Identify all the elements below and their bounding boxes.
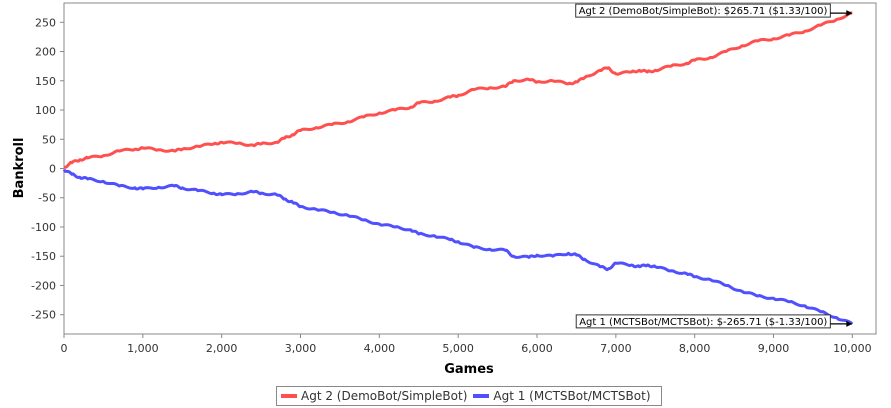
annotation-text: Agt 2 (DemoBot/SimpleBot): $265.71 ($1.3… <box>579 6 828 17</box>
legend-item-agt1: Agt 1 (MCTSBot/MCTSBot) <box>473 389 651 403</box>
annotation-box <box>575 314 831 329</box>
series-layer <box>62 11 854 326</box>
legend-label-agt1: Agt 1 (MCTSBot/MCTSBot) <box>493 389 651 403</box>
x-tick-label: 6,000 <box>521 342 553 355</box>
y-tick-label: -150 <box>31 250 56 263</box>
x-tick-label: 1,000 <box>127 342 159 355</box>
x-axis-title: Games <box>444 362 494 377</box>
annotation-agt2: Agt 2 (DemoBot/SimpleBot): $265.71 ($1.3… <box>575 3 853 18</box>
x-tick-label: 5,000 <box>442 342 474 355</box>
y-tick-label: 150 <box>35 75 56 88</box>
x-axis: 0 1,000 2,000 3,000 4,000 5,000 6,000 7,000 8,00… <box>61 334 872 355</box>
annotation-agt1: Agt 1 (MCTSBot/MCTSBot): $-265.71 ($-1.3… <box>575 314 853 329</box>
y-tick-label: -50 <box>38 192 56 205</box>
y-tick-label: 50 <box>42 133 56 146</box>
x-tick-label: 9,000 <box>758 342 790 355</box>
legend-swatch-agt2 <box>281 394 297 398</box>
y-tick-label: 0 <box>49 163 56 176</box>
series-line-agt1 <box>62 168 854 326</box>
legend-swatch-agt1 <box>473 394 490 398</box>
legend-item-agt2: Agt 2 (DemoBot/SimpleBot) <box>281 389 467 403</box>
y-tick-label: 200 <box>35 46 56 59</box>
legend-label-agt2: Agt 2 (DemoBot/SimpleBot) <box>301 389 468 403</box>
x-tick-label: 8,000 <box>679 342 711 355</box>
x-tick-label: 2,000 <box>206 342 238 355</box>
x-tick-label: 0 <box>61 342 68 355</box>
x-tick-label: 10,000 <box>833 342 872 355</box>
legend: Agt 2 (DemoBot/SimpleBot) Agt 1 (MCTSBot… <box>276 386 662 406</box>
bankroll-line-chart: -250 -200 -150 -100 -50 0 50 100 150 200 250 0 1,00… <box>12 2 877 377</box>
annotation-arrowhead <box>846 320 853 327</box>
annotation-layer: Agt 2 (DemoBot/SimpleBot): $265.71 ($1.3… <box>575 3 853 329</box>
annotation-box <box>575 3 831 18</box>
x-tick-label: 7,000 <box>600 342 632 355</box>
annotation-arrowhead <box>846 10 853 17</box>
plot-area <box>63 2 877 335</box>
y-tick-label: -250 <box>31 309 56 322</box>
y-tick-label: 250 <box>35 16 56 29</box>
y-tick-label: -200 <box>31 279 56 292</box>
series-line-agt2 <box>63 11 853 169</box>
x-tick-label: 3,000 <box>285 342 317 355</box>
y-axis: -250 -200 -150 -100 -50 0 50 100 150 200 250 <box>31 16 64 322</box>
y-axis-title: Bankroll <box>12 138 27 199</box>
annotation-text: Agt 1 (MCTSBot/MCTSBot): $-265.71 ($-1.3… <box>579 317 827 328</box>
y-tick-label: -100 <box>31 221 56 234</box>
x-tick-label: 4,000 <box>364 342 396 355</box>
y-tick-label: 100 <box>35 104 56 117</box>
